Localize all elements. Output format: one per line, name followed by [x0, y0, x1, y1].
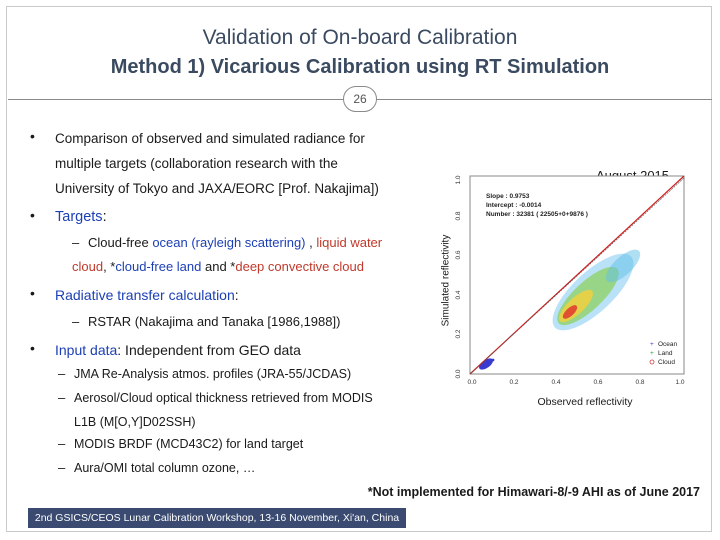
footnote: *Not implemented for Himawari-8/-9 AHI a… [367, 485, 700, 499]
input-sub4: Aura/OMI total column ozone, … [74, 461, 256, 475]
targets-text: , [305, 235, 317, 250]
targets-sub-line2: cloud, *cloud-free land and *deep convec… [72, 259, 364, 275]
targets-label: Targets [55, 209, 103, 225]
y-tick: 0.8 [455, 211, 462, 220]
x-tick: 1.0 [675, 379, 684, 386]
slide-title-line1: Validation of On-board Calibration [202, 26, 518, 49]
bullet-dot: • [30, 340, 35, 356]
stat-slope: Slope : 0.9753 [486, 193, 530, 200]
x-tick: 0.6 [593, 379, 602, 386]
y-tick: 0.6 [455, 250, 462, 259]
y-tick: 1.0 [455, 175, 462, 184]
targets-text: , * [103, 259, 116, 274]
x-tick: 0.0 [467, 379, 476, 386]
target-ocean: ocean (rayleigh scattering) [152, 235, 306, 250]
input-data-rest: : Independent from GEO data [117, 342, 301, 358]
bullet1-line1: Comparison of observed and simulated rad… [55, 131, 365, 146]
targets-sub-line1: Cloud-free ocean (rayleigh scattering) ,… [88, 235, 382, 251]
rt-sub: RSTAR (Nakajima and Tanaka [1986,1988]) [88, 314, 341, 329]
bullet-dot: • [30, 285, 35, 301]
y-tick: 0.4 [455, 290, 462, 299]
slide-title-line2: Method 1) Vicarious Calibration using RT… [110, 56, 610, 78]
x-tick: 0.4 [551, 379, 560, 386]
bullet-dot: • [30, 128, 35, 144]
dash-marker: – [58, 390, 66, 405]
x-tick-labels: 0.0 0.2 0.4 0.6 0.8 1.0 [467, 379, 684, 386]
one-to-one-line [469, 177, 685, 375]
target-liquid-water-cloud: cloud [72, 259, 104, 274]
x-tick: 0.8 [635, 379, 644, 386]
legend-ocean: Ocean [658, 341, 678, 348]
legend: + Ocean + Land Cloud [649, 341, 678, 366]
dash-marker: – [58, 366, 66, 381]
y-tick: 0.0 [455, 369, 462, 378]
x-tick: 0.2 [509, 379, 518, 386]
legend-land-marker: + [650, 350, 654, 357]
y-tick-labels: 0.0 0.2 0.4 0.6 0.8 1.0 [455, 175, 462, 378]
bullet4-line: Input data: Independent from GEO data [55, 342, 301, 358]
legend-cloud: Cloud [658, 359, 675, 366]
footer-bar: 2nd GSICS/CEOS Lunar Calibration Worksho… [28, 508, 406, 528]
bullet-dot: • [30, 207, 35, 223]
scatter-density [552, 249, 641, 331]
x-axis-label: Observed reflectivity [537, 396, 633, 408]
targets-text: Cloud-free [88, 235, 153, 250]
stat-intercept: Intercept : -0.0014 [486, 202, 542, 209]
target-deep-convective: deep convective cloud [235, 259, 365, 274]
bullet1-line2: multiple targets (collaboration research… [55, 156, 338, 171]
target-liquid-water: liquid water [316, 235, 383, 250]
rt-label: Radiative transfer calculation [55, 287, 235, 303]
legend-cloud-marker [649, 359, 655, 365]
input-sub2-line1: Aerosol/Cloud optical thickness retrieve… [74, 391, 373, 405]
targets-text: and * [201, 259, 236, 274]
target-land: cloud-free land [115, 259, 202, 274]
input-data-label: Input data [55, 342, 118, 358]
slide-frame [6, 6, 712, 532]
page-number-badge: 26 [343, 86, 377, 112]
targets-colon: : [102, 209, 107, 225]
stat-number: Number : 32381 ( 22505+0+9876 ) [486, 211, 588, 218]
input-sub3: MODIS BRDF (MCD43C2) for land target [74, 437, 304, 451]
bullet1-line3: University of Tokyo and JAXA/EORC [Prof.… [55, 181, 379, 196]
input-sub1: JMA Re-Analysis atmos. profiles (JRA-55/… [74, 367, 352, 381]
legend-land: Land [658, 350, 673, 357]
legend-ocean-marker: + [650, 341, 654, 348]
dash-marker: – [72, 235, 80, 250]
rt-colon: : [234, 287, 239, 303]
bullet2-line: Targets: [55, 209, 107, 225]
ocean-points [479, 358, 495, 370]
dash-marker: – [58, 460, 66, 475]
dash-marker: – [58, 436, 66, 451]
fit-statistics: Slope : 0.9753 Intercept : -0.0014 Numbe… [486, 193, 588, 218]
scatter-plot: 0.0 0.2 0.4 0.6 0.8 1.0 0.0 0.2 0.4 0.6 … [455, 175, 685, 386]
bullet3-line: Radiative transfer calculation: [55, 287, 239, 303]
y-tick: 0.2 [455, 329, 462, 338]
dash-marker: – [72, 314, 80, 329]
input-sub2-line2: L1B (M[O,Y]D02SSH) [74, 415, 196, 429]
